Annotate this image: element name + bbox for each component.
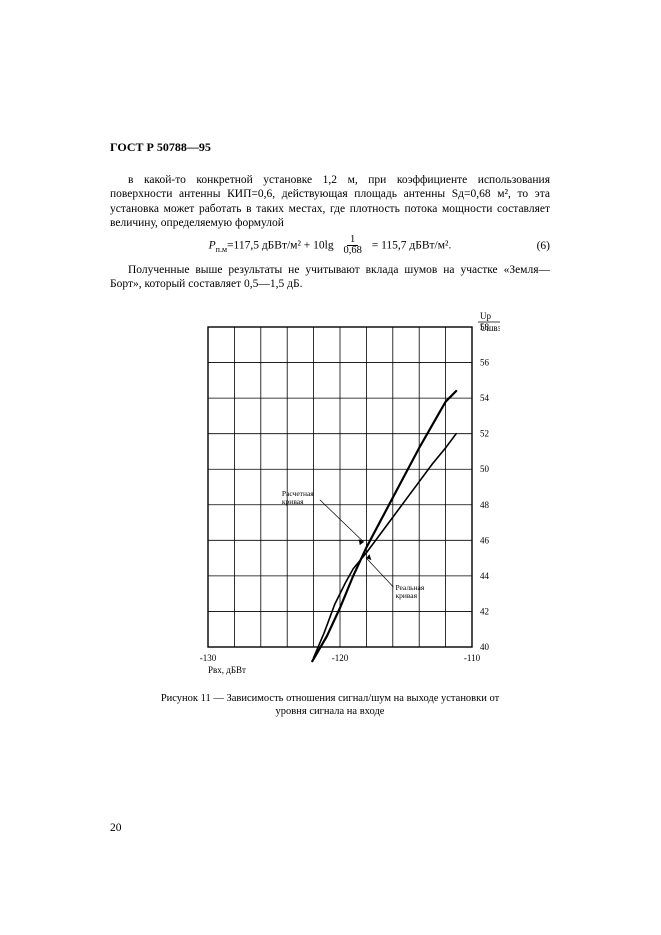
paragraph-2: Полученные выше результаты не учитывают … bbox=[110, 263, 550, 292]
svg-text:Рвх, дБВт: Рвх, дБВт bbox=[208, 665, 246, 675]
figure-caption: Рисунок 11 — Зависимость отношения сигна… bbox=[150, 693, 510, 718]
svg-text:46: 46 bbox=[480, 536, 490, 546]
paragraph-1: в какой-то конкретной установке 1,2 м, п… bbox=[110, 173, 550, 231]
svg-text:52: 52 bbox=[480, 429, 489, 439]
svg-text:Uр: Uр bbox=[480, 311, 491, 321]
svg-text:-130: -130 bbox=[200, 653, 217, 663]
svg-text:44: 44 bbox=[480, 571, 490, 581]
eq-part1: =117,5 дБВт/м² + 10lg bbox=[227, 239, 334, 251]
eq-fraction: 1 0,68 bbox=[340, 235, 364, 257]
equation-6: Pп.м=117,5 дБВт/м² + 10lg 1 0,68 = 115,7… bbox=[110, 235, 550, 257]
svg-text:кривая: кривая bbox=[282, 497, 304, 506]
eq-sub: п.м bbox=[216, 244, 227, 253]
svg-text:42: 42 bbox=[480, 607, 489, 617]
page-number: 20 bbox=[110, 822, 122, 834]
equation-number: (6) bbox=[537, 240, 550, 252]
eq-var: P bbox=[209, 239, 216, 251]
svg-text:50: 50 bbox=[480, 464, 490, 474]
svg-text:54: 54 bbox=[480, 393, 490, 403]
svg-text:56: 56 bbox=[480, 358, 490, 368]
document-code: ГОСТ Р 50788—95 bbox=[110, 140, 550, 155]
svg-text:48: 48 bbox=[480, 500, 490, 510]
svg-text:-110: -110 bbox=[464, 653, 481, 663]
svg-text:кривая: кривая bbox=[395, 591, 417, 600]
snr-chart: 40424446485052545658-130-120-110UрUшвз, … bbox=[160, 305, 500, 685]
svg-text:40: 40 bbox=[480, 642, 490, 652]
svg-text:-120: -120 bbox=[332, 653, 349, 663]
svg-text:Uшвз: Uшвз bbox=[480, 323, 500, 333]
eq-tail: = 115,7 дБВт/м². bbox=[372, 239, 452, 251]
